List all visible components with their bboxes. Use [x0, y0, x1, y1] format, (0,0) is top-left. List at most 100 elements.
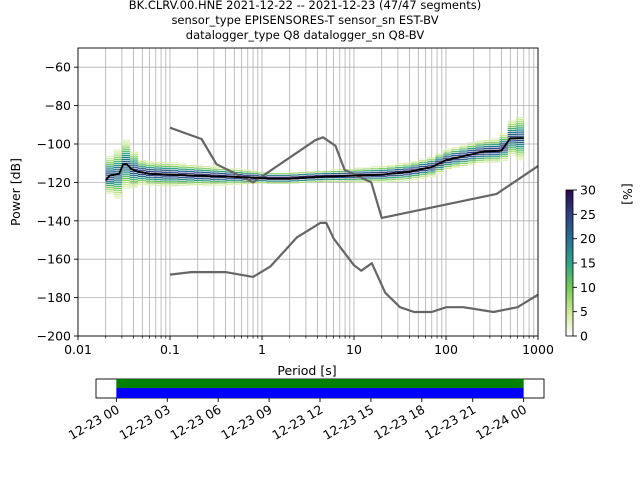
- psd-cell: [379, 181, 388, 183]
- psd-cell: [210, 184, 219, 187]
- psd-cell: [178, 169, 187, 171]
- psd-cell: [507, 124, 517, 126]
- psd-cell: [491, 155, 500, 157]
- psd-cell: [121, 154, 131, 157]
- psd-cell: [129, 151, 139, 154]
- psd-cell: [459, 147, 468, 149]
- psd-cell: [161, 181, 171, 183]
- psd-cell: [362, 167, 372, 170]
- psd-cell: [338, 176, 348, 179]
- psd-cell: [483, 161, 492, 163]
- psd-cell: [451, 152, 460, 155]
- psd-cell: [515, 147, 525, 149]
- psd-cell: [515, 122, 525, 124]
- psd-cell: [362, 169, 372, 171]
- psd-cell: [282, 176, 291, 178]
- psd-cell: [105, 186, 115, 188]
- psd-cell: [306, 173, 316, 175]
- psd-cell: [137, 179, 147, 181]
- psd-cell: [475, 157, 484, 160]
- psd-cell: [499, 132, 508, 135]
- psd-cell: [186, 180, 195, 182]
- psd-cell: [202, 179, 211, 181]
- psd-cell: [379, 175, 388, 177]
- psd-cell: [113, 151, 123, 153]
- psd-cell: [105, 173, 115, 175]
- colorbar-tick-label: 25: [580, 207, 596, 222]
- psd-cell: [290, 180, 299, 182]
- psd-cell: [121, 181, 131, 184]
- y-tick-label: −60: [45, 60, 71, 75]
- psd-cell: [459, 157, 468, 159]
- psd-cell: [113, 166, 123, 169]
- psd-cell: [145, 161, 155, 163]
- psd-cell: [186, 176, 195, 178]
- psd-cell: [370, 171, 380, 173]
- psd-cell: [129, 178, 139, 180]
- psd-cell: [491, 138, 500, 140]
- psd-cell: [234, 183, 243, 185]
- psd-cell: [411, 165, 420, 167]
- psd-cell: [274, 172, 283, 175]
- psd-cell: [113, 160, 123, 163]
- psd-cell: [515, 120, 525, 122]
- psd-cell: [194, 179, 203, 182]
- psd-cell: [242, 171, 251, 173]
- psd-cell: [459, 159, 468, 161]
- psd-cell: [507, 141, 517, 143]
- psd-cell: [515, 149, 525, 151]
- psd-cell: [121, 164, 131, 166]
- chart-title-line-3: datalogger_type Q8 datalogger_sn Q8-BV: [186, 28, 425, 42]
- x-axis-label: Period [s]: [277, 363, 336, 378]
- psd-cell: [298, 175, 307, 178]
- coverage-data-bar: [116, 379, 524, 388]
- psd-cell: [507, 126, 517, 128]
- psd-cell: [507, 147, 517, 149]
- psd-cell: [467, 151, 476, 154]
- psd-cell: [194, 177, 203, 180]
- psd-cell: [129, 176, 139, 178]
- psd-cell: [129, 186, 139, 188]
- x-tick-label: 100: [434, 342, 458, 357]
- psd-cell: [121, 183, 131, 186]
- colorbar-tick-label: 30: [580, 183, 596, 198]
- psd-cell: [274, 180, 283, 182]
- psd-cell: [186, 164, 195, 167]
- psd-cell: [113, 174, 123, 176]
- psd-cell: [515, 151, 525, 153]
- psd-cell: [419, 158, 428, 160]
- psd-cell: [282, 172, 291, 175]
- x-tick-label: 10: [346, 342, 362, 357]
- psd-cell: [105, 180, 115, 183]
- psd-cell: [121, 168, 131, 170]
- psd-cell: [105, 188, 115, 190]
- psd-cell: [121, 158, 131, 161]
- psd-cell: [419, 164, 428, 166]
- psd-cell: [129, 170, 139, 173]
- psd-cell: [145, 182, 155, 184]
- psd-cell: [218, 174, 227, 176]
- noise-model-low-line: [169, 221, 539, 314]
- psd-cell: [411, 174, 420, 177]
- psd-cell: [515, 141, 525, 144]
- psd-cell: [499, 159, 508, 162]
- psd-cell: [379, 177, 388, 179]
- psd-cell: [266, 174, 275, 176]
- x-tick-label: 0.1: [160, 342, 180, 357]
- psd-cell: [427, 170, 436, 172]
- psd-cell: [170, 177, 179, 179]
- psd-cell: [515, 157, 525, 159]
- psd-cell: [451, 154, 460, 156]
- psd-cell: [105, 192, 115, 194]
- psd-cell: [387, 167, 396, 169]
- psd-cell: [194, 164, 203, 166]
- psd-cell: [435, 153, 444, 155]
- psd-cell: [113, 170, 123, 172]
- psd-cell: [475, 146, 484, 148]
- psd-cell: [121, 151, 131, 153]
- psd-cell: [121, 179, 131, 182]
- psd-cell: [210, 169, 219, 171]
- psd-cell: [467, 155, 476, 157]
- psd-cell: [178, 178, 187, 181]
- coverage-psd-bar: [116, 388, 524, 398]
